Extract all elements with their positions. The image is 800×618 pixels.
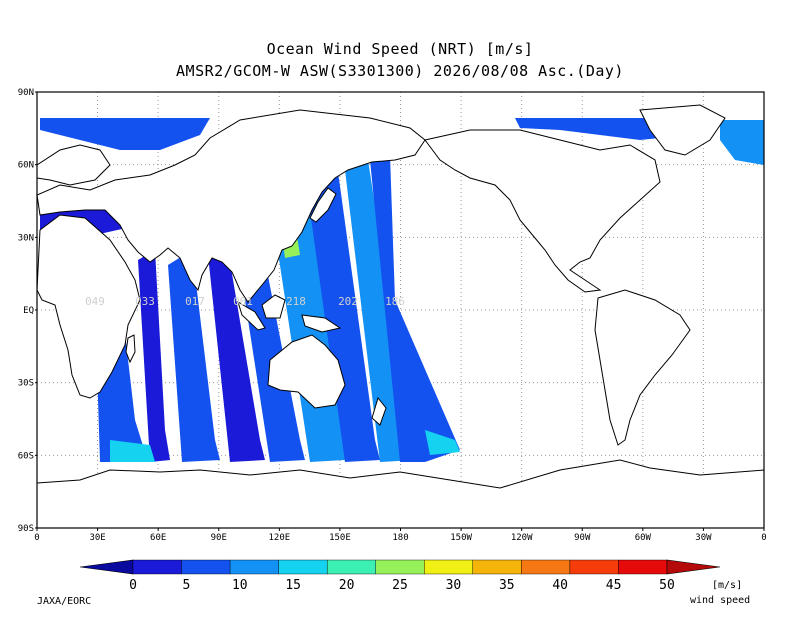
colorbar-tick-label: 15 bbox=[285, 578, 301, 593]
swath-highlight bbox=[425, 430, 460, 455]
colorbar-segment bbox=[375, 559, 425, 575]
orbit-number: 202 bbox=[338, 295, 358, 308]
swath-strip bbox=[208, 250, 265, 462]
lon-tick-label: 60W bbox=[635, 533, 652, 543]
lon-tick-label: 0 bbox=[761, 533, 766, 543]
credit-text: JAXA/EORC bbox=[37, 596, 92, 607]
island-new-zealand bbox=[371, 396, 387, 426]
continent-australia bbox=[267, 334, 346, 409]
island-madagascar bbox=[125, 334, 136, 364]
colorbar-segment bbox=[424, 559, 474, 575]
lon-tick-label: 180 bbox=[392, 533, 408, 543]
lon-tick-label: 90W bbox=[574, 533, 591, 543]
latitude-axis: 90N 60N 30N EQ 30S 60S 90S bbox=[18, 88, 37, 534]
colorbar-tick-label: 20 bbox=[339, 578, 355, 593]
lon-tick-label: 90E bbox=[211, 533, 227, 543]
colorbar-tick-label: 30 bbox=[446, 578, 462, 593]
lat-tick-label: 90S bbox=[18, 524, 34, 534]
orbit-number: 186 bbox=[385, 295, 405, 308]
lon-tick-label: 120E bbox=[268, 533, 290, 543]
colorbar-unit: [m/s] bbox=[712, 580, 743, 591]
map-title: Ocean Wind Speed (NRT) [m/s] bbox=[266, 40, 534, 58]
colorbar-segment bbox=[132, 559, 182, 575]
colorbar-segment bbox=[472, 559, 522, 575]
colorbar-over-arrow bbox=[666, 559, 721, 575]
colorbar-tick-label: 5 bbox=[182, 578, 190, 593]
colorbar: 0 5 10 15 20 25 30 35 40 45 50 bbox=[79, 559, 721, 593]
island-greenland bbox=[639, 104, 726, 156]
lat-tick-label: 60S bbox=[18, 451, 34, 461]
map-area: 049 033 017 001 218 202 186 bbox=[37, 92, 764, 528]
lat-tick-label: 30S bbox=[18, 379, 34, 389]
colorbar-tick-label: 40 bbox=[552, 578, 568, 593]
swath-strip bbox=[238, 245, 305, 462]
coastlines bbox=[37, 104, 764, 528]
colorbar-segment bbox=[326, 559, 376, 575]
swath-patch bbox=[720, 120, 764, 165]
orbit-number: 001 bbox=[233, 295, 253, 308]
swath-highlight bbox=[110, 440, 155, 462]
colorbar-tick-label: 10 bbox=[232, 578, 248, 593]
colorbar-tick-label: 0 bbox=[129, 578, 137, 593]
orbit-number: 017 bbox=[185, 295, 205, 308]
longitude-axis: 0 30E 60E 90E 120E 150E 180 150W 120W 90W 60W 30W 0 bbox=[34, 528, 767, 543]
orbit-number: 033 bbox=[135, 295, 155, 308]
colorbar-unit-label: wind speed bbox=[690, 595, 751, 606]
colorbar-segment bbox=[229, 559, 279, 575]
island-japan bbox=[309, 187, 337, 223]
colorbar-segment bbox=[521, 559, 571, 575]
colorbar-under-arrow bbox=[79, 559, 134, 575]
swath-strip bbox=[138, 250, 170, 462]
colorbar-segment bbox=[569, 559, 619, 575]
colorbar-segment bbox=[278, 559, 328, 575]
swath-strip bbox=[168, 250, 220, 462]
swath-patch bbox=[40, 118, 210, 150]
continent-south-america bbox=[594, 289, 691, 446]
lon-tick-label: 60E bbox=[150, 533, 166, 543]
island-borneo bbox=[261, 294, 286, 319]
swath-strip bbox=[370, 155, 460, 462]
lon-tick-label: 150W bbox=[450, 533, 472, 543]
lat-tick-label: 60N bbox=[18, 161, 34, 171]
swath-strip bbox=[305, 150, 380, 462]
lon-tick-label: 0 bbox=[34, 533, 39, 543]
lon-tick-label: 30E bbox=[89, 533, 105, 543]
orbit-labels: 049 033 017 001 218 202 186 bbox=[85, 295, 405, 308]
orbit-number: 049 bbox=[85, 295, 105, 308]
colorbar-tick-label: 35 bbox=[499, 578, 515, 593]
lat-tick-label: 30N bbox=[18, 233, 34, 243]
orbit-number: 218 bbox=[286, 295, 306, 308]
continent-africa bbox=[37, 214, 141, 399]
continent-eurasia bbox=[37, 109, 426, 303]
island-new-guinea bbox=[301, 314, 342, 333]
colorbar-tick-label: 45 bbox=[606, 578, 622, 593]
lon-tick-label: 30W bbox=[695, 533, 712, 543]
lon-tick-label: 120W bbox=[511, 533, 533, 543]
continent-europe bbox=[37, 144, 111, 186]
colorbar-segment bbox=[618, 559, 668, 575]
island-sumatra bbox=[237, 300, 266, 331]
continent-antarctica bbox=[37, 459, 764, 528]
map-subtitle: AMSR2/GCOM-W ASW(S3301300) 2026/08/08 As… bbox=[176, 62, 624, 80]
lat-tick-label: 90N bbox=[18, 88, 34, 98]
colorbar-segment bbox=[181, 559, 231, 575]
colorbar-tick-label: 50 bbox=[659, 578, 675, 593]
colorbar-tick-label: 25 bbox=[392, 578, 408, 593]
lat-tick-label: EQ bbox=[23, 306, 34, 316]
lon-tick-label: 150E bbox=[329, 533, 351, 543]
continent-north-america bbox=[424, 129, 661, 293]
